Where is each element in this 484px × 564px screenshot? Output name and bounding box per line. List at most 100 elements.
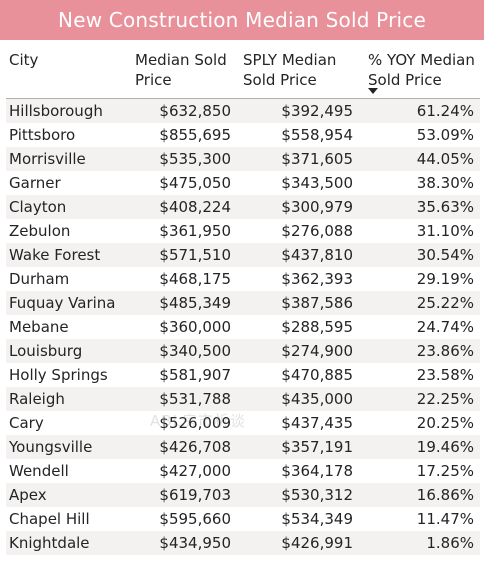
column-header-median-line2: Price <box>135 71 172 89</box>
table-title-bar: New Construction Median Sold Price <box>0 0 484 40</box>
cell-yoy-percent: 16.86% <box>416 486 474 504</box>
cell-yoy-percent: 35.63% <box>416 198 474 216</box>
cell-sply-median-sold-price: $558,954 <box>281 126 353 144</box>
table-row[interactable]: Durham $468,175 $362,393 29.19% <box>6 267 480 291</box>
cell-yoy-percent: 53.09% <box>416 126 474 144</box>
column-header-sply-line1: SPLY Median <box>243 51 337 69</box>
cell-yoy-percent: 22.25% <box>416 390 474 408</box>
cell-yoy-percent: 19.46% <box>416 438 474 456</box>
cell-median-sold-price: $485,349 <box>159 294 231 312</box>
table-row[interactable]: Knightdale $434,950 $426,991 1.86% <box>6 531 480 555</box>
column-header-median-sold-price[interactable]: Median Sold Price <box>126 44 231 98</box>
cell-yoy-percent: 23.58% <box>416 366 474 384</box>
table-row[interactable]: Garner $475,050 $343,500 38.30% <box>6 171 480 195</box>
cell-sply-median-sold-price: $288,595 <box>281 318 353 336</box>
cell-yoy-percent: 17.25% <box>416 462 474 480</box>
cell-yoy-percent: 20.25% <box>416 414 474 432</box>
cell-yoy-percent: 24.74% <box>416 318 474 336</box>
cell-median-sold-price: $468,175 <box>159 270 231 288</box>
table-row[interactable]: Clayton $408,224 $300,979 35.63% <box>6 195 480 219</box>
cell-median-sold-price: $408,224 <box>159 198 231 216</box>
cell-city: Morrisville <box>9 150 86 168</box>
cell-median-sold-price: $526,009 <box>159 414 231 432</box>
cell-median-sold-price: $361,950 <box>159 222 231 240</box>
sort-down-icon[interactable] <box>368 88 378 94</box>
cell-yoy-percent: 1.86% <box>426 534 474 552</box>
table-row[interactable]: Holly Springs $581,907 $470,885 23.58% <box>6 363 480 387</box>
cell-sply-median-sold-price: $437,810 <box>281 246 353 264</box>
cell-city: Mebane <box>9 318 69 336</box>
table-row[interactable]: Raleigh $531,788 $435,000 22.25% <box>6 387 480 411</box>
table-row[interactable]: Wendell $427,000 $364,178 17.25% <box>6 459 480 483</box>
table-row[interactable]: Louisburg $340,500 $274,900 23.86% <box>6 339 480 363</box>
cell-median-sold-price: $427,000 <box>159 462 231 480</box>
cell-median-sold-price: $581,907 <box>159 366 231 384</box>
cell-median-sold-price: $340,500 <box>159 342 231 360</box>
cell-yoy-percent: 38.30% <box>416 174 474 192</box>
cell-city: Wake Forest <box>9 246 101 264</box>
table-title: New Construction Median Sold Price <box>58 8 426 32</box>
cell-city: Zebulon <box>9 222 71 240</box>
cell-city: Cary <box>9 414 44 432</box>
cell-yoy-percent: 44.05% <box>416 150 474 168</box>
cell-sply-median-sold-price: $362,393 <box>281 270 353 288</box>
table-row[interactable]: Wake Forest $571,510 $437,810 30.54% <box>6 243 480 267</box>
cell-median-sold-price: $619,703 <box>159 486 231 504</box>
cell-sply-median-sold-price: $437,435 <box>281 414 353 432</box>
column-header-city-label: City <box>9 51 39 69</box>
table-row[interactable]: Zebulon $361,950 $276,088 31.10% <box>6 219 480 243</box>
cell-sply-median-sold-price: $435,000 <box>281 390 353 408</box>
column-header-sply-line2: Sold Price <box>243 71 317 89</box>
table-row[interactable]: Morrisville $535,300 $371,605 44.05% <box>6 147 480 171</box>
cell-yoy-percent: 29.19% <box>416 270 474 288</box>
cell-sply-median-sold-price: $276,088 <box>281 222 353 240</box>
cell-city: Fuquay Varina <box>9 294 116 312</box>
table-header: City Median Sold Price SPLY Median Sold … <box>6 44 480 99</box>
data-table: City Median Sold Price SPLY Median Sold … <box>6 44 480 555</box>
cell-sply-median-sold-price: $357,191 <box>281 438 353 456</box>
column-header-median-line1: Median Sold <box>135 51 227 69</box>
cell-city: Louisburg <box>9 342 83 360</box>
cell-city: Garner <box>9 174 61 192</box>
table-row[interactable]: Cary $526,009 $437,435 20.25% <box>6 411 480 435</box>
cell-city: Hillsborough <box>9 102 103 120</box>
cell-yoy-percent: 30.54% <box>416 246 474 264</box>
cell-sply-median-sold-price: $387,586 <box>281 294 353 312</box>
cell-median-sold-price: $475,050 <box>159 174 231 192</box>
cell-city: Youngsville <box>9 438 93 456</box>
cell-yoy-percent: 11.47% <box>416 510 474 528</box>
table-row[interactable]: Mebane $360,000 $288,595 24.74% <box>6 315 480 339</box>
column-header-yoy-line2: Sold Price <box>368 71 442 89</box>
cell-sply-median-sold-price: $530,312 <box>281 486 353 504</box>
table-body: Hillsborough $632,850 $392,495 61.24% Pittsb… <box>6 99 480 555</box>
cell-city: Apex <box>9 486 47 504</box>
cell-city: Wendell <box>9 462 69 480</box>
cell-yoy-percent: 23.86% <box>416 342 474 360</box>
table-row[interactable]: Fuquay Varina $485,349 $387,586 25.22% <box>6 291 480 315</box>
cell-city: Pittsboro <box>9 126 76 144</box>
cell-sply-median-sold-price: $426,991 <box>281 534 353 552</box>
cell-median-sold-price: $855,695 <box>159 126 231 144</box>
column-header-yoy-median-sold-price[interactable]: % YOY Median Sold Price <box>353 44 480 98</box>
cell-yoy-percent: 25.22% <box>416 294 474 312</box>
cell-city: Raleigh <box>9 390 65 408</box>
cell-median-sold-price: $632,850 <box>159 102 231 120</box>
table-row[interactable]: Pittsboro $855,695 $558,954 53.09% <box>6 123 480 147</box>
table-row[interactable]: Chapel Hill $595,660 $534,349 11.47% <box>6 507 480 531</box>
cell-city: Durham <box>9 270 70 288</box>
cell-sply-median-sold-price: $470,885 <box>281 366 353 384</box>
table-row[interactable]: Apex $619,703 $530,312 16.86% <box>6 483 480 507</box>
table-row[interactable]: Hillsborough $632,850 $392,495 61.24% <box>6 99 480 123</box>
cell-sply-median-sold-price: $300,979 <box>281 198 353 216</box>
cell-sply-median-sold-price: $371,605 <box>281 150 353 168</box>
cell-median-sold-price: $571,510 <box>159 246 231 264</box>
cell-city: Holly Springs <box>9 366 108 384</box>
cell-city: Knightdale <box>9 534 90 552</box>
cell-median-sold-price: $595,660 <box>159 510 231 528</box>
cell-sply-median-sold-price: $534,349 <box>281 510 353 528</box>
cell-sply-median-sold-price: $392,495 <box>281 102 353 120</box>
column-header-city[interactable]: City <box>6 44 126 98</box>
cell-sply-median-sold-price: $343,500 <box>281 174 353 192</box>
table-row[interactable]: Youngsville $426,708 $357,191 19.46% <box>6 435 480 459</box>
column-header-sply-median-sold-price[interactable]: SPLY Median Sold Price <box>231 44 353 98</box>
